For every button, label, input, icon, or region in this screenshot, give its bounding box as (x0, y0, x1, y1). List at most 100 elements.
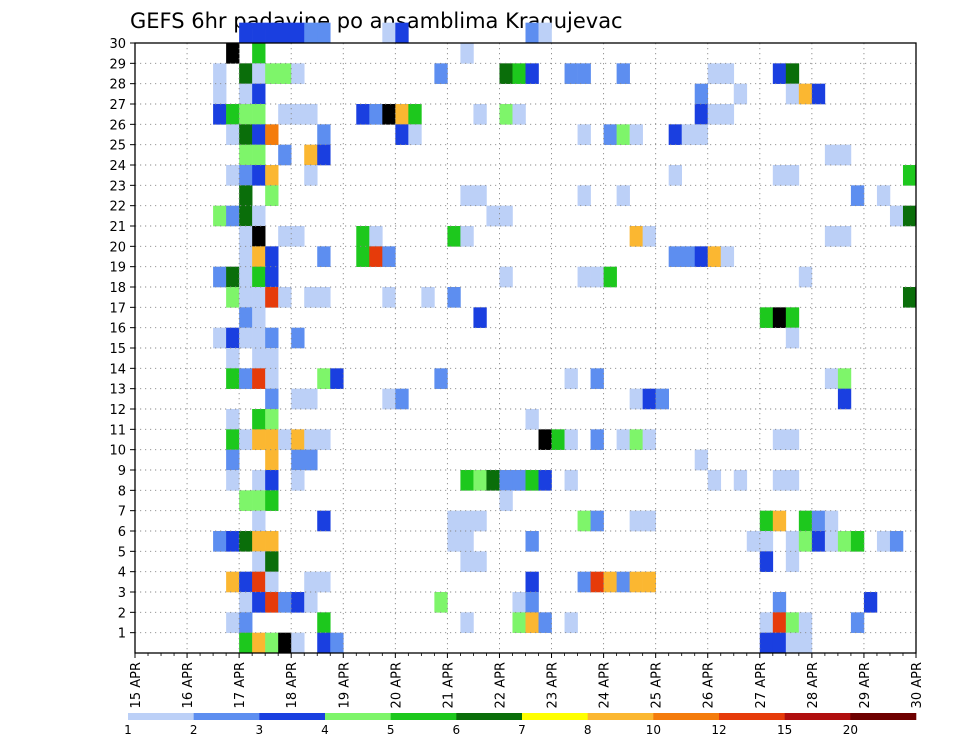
y-tick-label: 24 (109, 159, 126, 174)
heatmap-cell (239, 185, 253, 206)
heatmap-cell (811, 83, 826, 105)
colorbar-label: 10 (646, 723, 661, 737)
heatmap-cell (837, 368, 852, 389)
heatmap-cell (330, 632, 344, 654)
heatmap-cell (226, 348, 240, 369)
heatmap-cell (837, 226, 852, 247)
heatmap-cell (395, 104, 409, 125)
heatmap-cell (265, 490, 279, 511)
heatmap-cell (317, 510, 331, 532)
heatmap-cell (447, 287, 461, 308)
heatmap-cell (239, 144, 253, 166)
heatmap-cell (226, 104, 240, 125)
heatmap-cell (226, 266, 240, 288)
heatmap-cell (278, 22, 292, 44)
heatmap-cell (772, 632, 787, 654)
heatmap-cell (473, 470, 487, 491)
heatmap-cell (447, 510, 461, 532)
heatmap-cell (512, 592, 526, 613)
colorbar-swatch (850, 713, 917, 720)
heatmap-cell (460, 43, 474, 64)
x-tick-label: 24 APR (598, 662, 613, 708)
heatmap-cell (304, 449, 318, 471)
heatmap-cell (408, 104, 422, 125)
heatmap-cell (772, 429, 787, 450)
heatmap-cell (239, 246, 253, 267)
heatmap-cell (278, 429, 292, 450)
y-tick-label: 27 (109, 98, 126, 113)
heatmap-cell (395, 22, 409, 44)
x-tick-label: 28 APR (806, 662, 821, 708)
heatmap-cell (811, 531, 826, 552)
heatmap-cell (460, 612, 474, 633)
heatmap-cell (590, 429, 604, 450)
heatmap-cell (473, 104, 487, 125)
heatmap-cell (252, 83, 266, 105)
heatmap-cell (434, 368, 448, 389)
heatmap-cell (226, 612, 240, 633)
heatmap-cell (252, 205, 266, 227)
heatmap-cell (785, 632, 800, 654)
colorbar-swatch (784, 713, 851, 720)
heatmap-cell (304, 287, 318, 308)
colorbar-label: 6 (453, 723, 461, 737)
heatmap-cell (252, 470, 266, 491)
x-tick-label: 20 APR (389, 662, 404, 708)
heatmap-cell (265, 531, 279, 552)
heatmap-cell (629, 124, 643, 145)
heatmap-cell (226, 205, 240, 227)
heatmap-cell (564, 63, 578, 84)
heatmap-cell (291, 104, 305, 125)
heatmap-cell (239, 632, 253, 654)
heatmap-cell (239, 368, 253, 389)
heatmap-cell (707, 104, 722, 125)
heatmap-cell (317, 612, 331, 633)
heatmap-cell (720, 104, 735, 125)
heatmap-cell (473, 551, 487, 572)
colorbar-label: 7 (518, 723, 526, 737)
heatmap-cell (798, 266, 813, 288)
heatmap-cell (408, 124, 422, 145)
heatmap-cell (603, 266, 617, 288)
y-tick-label: 15 (109, 342, 126, 357)
heatmap-cell (629, 571, 643, 593)
y-tick-label: 1 (118, 627, 126, 642)
heatmap-cell (473, 307, 487, 328)
heatmap-cell (759, 612, 774, 633)
heatmap-cell (720, 63, 735, 84)
heatmap-cell (434, 63, 448, 84)
heatmap-cell (486, 205, 500, 227)
y-tick-label: 30 (109, 37, 126, 52)
heatmap-cell (291, 429, 305, 450)
heatmap-cell (265, 185, 279, 206)
heatmap-cell (265, 429, 279, 450)
colorbar: 1 2 3 4 5 6 7 8 10 12 15 20 (124, 713, 917, 737)
heatmap-cell (759, 632, 774, 654)
colorbar-swatch (128, 713, 194, 720)
heatmap-cell (278, 144, 292, 166)
heatmap-cell (564, 368, 578, 389)
y-tick-label: 20 (109, 240, 126, 255)
heatmap-cell (577, 124, 591, 145)
heatmap-cell (252, 226, 266, 247)
heatmap-cell (226, 327, 240, 349)
x-tick-label: 19 APR (337, 662, 352, 708)
heatmap-cell (525, 22, 539, 44)
colorbar-label: 3 (256, 723, 264, 737)
y-tick-label: 28 (109, 78, 126, 93)
colorbar-label: 2 (190, 723, 198, 737)
heatmap-cell (824, 144, 839, 166)
heatmap-cell (317, 368, 331, 389)
y-tick-label: 10 (109, 444, 126, 459)
heatmap-cell (460, 510, 474, 532)
heatmap-cell (252, 348, 266, 369)
heatmap-cell (265, 266, 279, 288)
heatmap-cell (772, 165, 787, 186)
y-tick-label: 26 (109, 118, 126, 133)
heatmap-cell (252, 22, 266, 44)
heatmap-cell (239, 327, 253, 349)
heatmap-cell (668, 165, 682, 186)
heatmap-cell (278, 226, 292, 247)
heatmap-cell (902, 287, 917, 308)
